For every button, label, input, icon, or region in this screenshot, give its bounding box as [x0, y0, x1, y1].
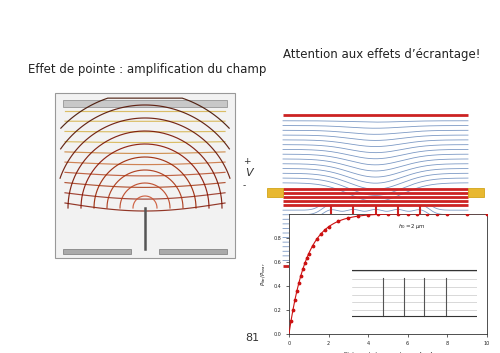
Point — [433, 211, 441, 216]
Bar — [63, 100, 227, 107]
Point — [344, 215, 352, 221]
Point — [301, 261, 309, 266]
Bar — [468, 188, 484, 197]
Point — [404, 211, 411, 216]
Point — [443, 211, 451, 216]
Point — [384, 211, 392, 217]
Text: +: + — [243, 157, 250, 166]
Point — [463, 211, 471, 216]
Point — [303, 255, 311, 261]
Bar — [159, 249, 227, 254]
Text: Effet de pointe : amplification du champ: Effet de pointe : amplification du champ — [28, 63, 266, 76]
Y-axis label: $P_{far}/P_{near}$: $P_{far}/P_{near}$ — [260, 262, 268, 286]
X-axis label: Distance between antennas [μm]: Distance between antennas [μm] — [344, 352, 432, 353]
Point — [293, 288, 301, 294]
Point — [299, 266, 307, 272]
Point — [482, 211, 490, 216]
Point — [414, 211, 422, 216]
Point — [287, 318, 295, 324]
Bar — [283, 113, 468, 268]
Point — [308, 243, 316, 249]
Point — [364, 212, 372, 218]
Text: Attention aux effets d’écrantage!: Attention aux effets d’écrantage! — [283, 48, 480, 61]
Point — [320, 227, 328, 233]
Point — [374, 211, 382, 217]
Point — [312, 237, 320, 242]
Text: $h_0 = 2\,\mu m$: $h_0 = 2\,\mu m$ — [398, 222, 425, 231]
Bar — [267, 188, 283, 197]
Text: 81: 81 — [245, 333, 259, 343]
Point — [289, 307, 297, 313]
Bar — [63, 249, 131, 254]
Point — [297, 273, 305, 279]
Point — [295, 280, 303, 286]
Point — [354, 213, 362, 219]
Point — [291, 297, 299, 303]
Point — [324, 224, 332, 230]
Text: -: - — [243, 181, 246, 190]
Point — [316, 231, 324, 237]
Point — [334, 219, 342, 224]
Point — [305, 251, 313, 256]
Point — [423, 211, 431, 216]
Bar — [55, 93, 235, 258]
Text: V: V — [245, 168, 252, 179]
Point — [394, 211, 402, 217]
